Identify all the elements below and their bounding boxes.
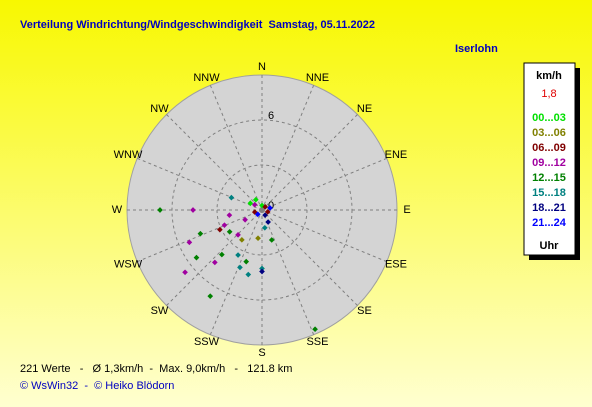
direction-label: ESE xyxy=(385,259,407,271)
data-point xyxy=(239,237,245,243)
legend-box xyxy=(523,62,576,256)
spoke xyxy=(261,209,387,263)
data-point xyxy=(243,258,250,265)
spoke xyxy=(209,85,263,211)
data-point xyxy=(157,207,163,213)
spoke xyxy=(166,114,263,211)
direction-label: S xyxy=(258,347,265,359)
data-point xyxy=(228,194,235,201)
direction-label: NNW xyxy=(193,72,220,84)
data-point xyxy=(245,271,252,278)
grid-ring xyxy=(216,164,308,256)
direction-label: SSW xyxy=(194,336,220,348)
r-tick-label: 0 xyxy=(268,200,274,212)
spoke xyxy=(209,209,263,335)
footer-copyright: © WsWin32 - © Heiko Blödorn xyxy=(20,380,174,392)
data-point xyxy=(235,231,241,238)
data-point xyxy=(217,226,223,233)
legend-title: km/h xyxy=(536,70,562,82)
data-point xyxy=(251,201,258,208)
data-point xyxy=(235,252,241,258)
data-point xyxy=(237,264,243,271)
chart-title: Verteilung Windrichtung/Windgeschwindigk… xyxy=(20,19,375,31)
legend-entry: 09...12 xyxy=(532,157,566,169)
current-value: 1,8 xyxy=(541,88,556,100)
spoke xyxy=(137,209,263,263)
data-point xyxy=(259,265,265,272)
data-point xyxy=(226,212,233,218)
data-point xyxy=(255,235,261,242)
direction-label: ENE xyxy=(385,149,408,161)
data-point xyxy=(190,207,196,213)
legend-entry: 12...15 xyxy=(532,172,566,184)
grid-ring xyxy=(171,119,353,301)
legend-entry: 21...24 xyxy=(532,217,567,229)
direction-label: W xyxy=(112,204,123,216)
direction-label: NW xyxy=(150,103,169,115)
legend-entry: 18...21 xyxy=(532,202,566,214)
legend-entry: 03...06 xyxy=(532,127,566,139)
legend-footer: Uhr xyxy=(540,240,560,252)
spoke xyxy=(261,157,387,211)
legend-entry: 00...03 xyxy=(532,112,566,124)
direction-label: WNW xyxy=(114,149,143,161)
data-point xyxy=(247,200,254,207)
data-point xyxy=(219,251,225,258)
direction-label: NE xyxy=(357,103,372,115)
data-point xyxy=(312,326,318,333)
footer-stats: 221 Werte - Ø 1,3km/h - Max. 9,0km/h - 1… xyxy=(20,363,292,375)
data-point xyxy=(242,216,248,223)
data-point xyxy=(268,237,275,243)
data-point xyxy=(197,230,204,237)
data-point xyxy=(221,222,228,228)
data-point xyxy=(251,209,258,215)
data-point xyxy=(262,212,268,218)
spoke xyxy=(261,114,358,211)
spoke xyxy=(137,157,263,211)
data-point xyxy=(262,203,269,210)
data-point xyxy=(264,209,271,215)
spoke xyxy=(166,209,263,306)
data-point xyxy=(261,224,268,231)
location: Iserlohn xyxy=(455,43,498,55)
direction-label: SE xyxy=(357,305,372,317)
data-point xyxy=(259,268,265,275)
data-point xyxy=(265,219,271,225)
direction-label: NNE xyxy=(306,72,329,84)
spoke xyxy=(261,209,358,306)
spoke xyxy=(261,85,315,211)
r-tick-label: 6 xyxy=(268,110,274,122)
data-point xyxy=(254,211,261,218)
data-point xyxy=(226,228,233,235)
data-point xyxy=(182,269,188,276)
direction-label: SW xyxy=(151,305,169,317)
direction-label: E xyxy=(403,204,410,216)
direction-label: N xyxy=(258,61,266,73)
legend-entry: 06...09 xyxy=(532,142,566,154)
data-point xyxy=(267,205,273,211)
spoke xyxy=(261,209,315,335)
data-point xyxy=(207,293,214,299)
direction-label: WSW xyxy=(114,259,143,271)
data-point xyxy=(186,239,193,246)
data-point xyxy=(252,196,259,203)
data-point xyxy=(211,259,218,266)
legend-entry: 15...18 xyxy=(532,187,566,199)
direction-label: SSE xyxy=(306,336,328,348)
